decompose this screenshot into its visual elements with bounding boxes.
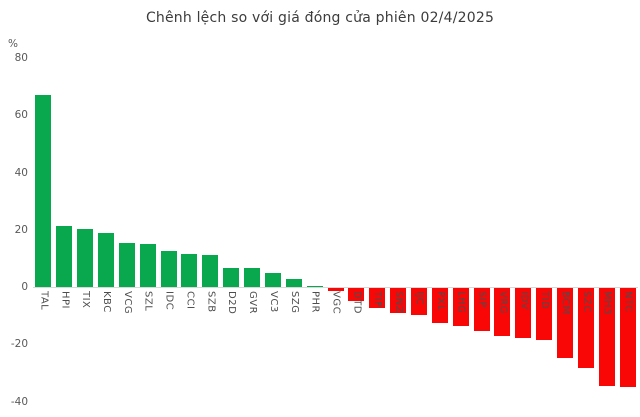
bar-NTC: [619, 288, 636, 388]
bar-SZL: [139, 244, 156, 287]
y-tick-label: -20: [10, 338, 28, 351]
y-tick-label: 20: [14, 223, 28, 236]
x-tick-label-IDV: IDV: [518, 291, 530, 310]
bar-TIX: [77, 229, 94, 287]
bar-SZC: [577, 288, 594, 368]
x-tick-label-SZB: SZB: [205, 291, 217, 313]
bar-VC3: [264, 273, 281, 287]
x-tick-label-LHG: LHG: [455, 291, 467, 314]
x-axis-line: [33, 287, 638, 288]
y-tick-label: 40: [14, 166, 28, 179]
x-tick-label-SZC: SZC: [580, 291, 592, 313]
x-tick-label-BCM: BCM: [559, 291, 571, 315]
x-tick-label-KBC: KBC: [101, 291, 113, 313]
bar-MH3: [598, 288, 615, 386]
bar-SZB: [202, 255, 219, 287]
x-tick-label-SNZ: SNZ: [393, 291, 405, 314]
x-tick-label-SZL: SZL: [142, 291, 154, 312]
x-tick-label-MH3: MH3: [601, 291, 613, 316]
y-tick-label: 0: [21, 281, 28, 293]
x-tick-label-HPI: HPI: [59, 291, 71, 309]
bar-LHG: [452, 288, 469, 327]
x-tick-label-TID: TID: [539, 291, 551, 310]
bar-PXL: [431, 288, 448, 323]
x-tick-label-TIX: TIX: [80, 291, 92, 309]
bar-VCG: [118, 243, 135, 287]
bar-SIP: [473, 288, 490, 331]
bar-IDC: [160, 250, 177, 287]
bar-TID: [536, 288, 553, 340]
x-tick-label-NTC: NTC: [622, 291, 634, 313]
bar-SZG: [285, 279, 302, 287]
bar-VGC: [327, 288, 344, 292]
bar-HPI: [56, 225, 73, 287]
x-tick-label-DTD: DTD: [351, 291, 363, 315]
bar-D2D: [223, 267, 240, 287]
bar-TIP: [369, 288, 386, 308]
x-tick-label-SIP: SIP: [476, 291, 488, 308]
x-tick-label-SZG: SZG: [288, 291, 300, 314]
bar-PHR: [306, 285, 323, 287]
x-tick-label-TIP: TIP: [372, 291, 384, 308]
x-tick-label-PHR: PHR: [309, 291, 321, 313]
x-tick-label-VRG: VRG: [497, 291, 509, 315]
chart-title: Chênh lệch so với giá đóng cửa phiên 02/…: [145, 10, 495, 26]
x-tick-label-IDC: IDC: [163, 291, 175, 311]
x-tick-label-CCI: CCI: [184, 291, 196, 310]
y-tick-label: -40: [10, 395, 28, 408]
bar-SNZ: [390, 288, 407, 313]
x-tick-label-IJC: IJC: [413, 291, 425, 306]
bar-IJC: [410, 288, 427, 315]
x-tick-label-GVR: GVR: [247, 291, 259, 315]
bar-BCM: [556, 288, 573, 359]
y-tick-label: 80: [14, 52, 28, 64]
x-tick-label-VCG: VCG: [121, 291, 133, 315]
x-tick-label-D2D: D2D: [226, 291, 238, 315]
bar-KBC: [98, 232, 115, 287]
bar-CCI: [181, 254, 198, 287]
x-tick-label-PXL: PXL: [434, 291, 446, 311]
bar-GVR: [244, 268, 261, 287]
y-axis-unit-label: %: [8, 38, 18, 50]
bar-IDV: [515, 288, 532, 339]
x-tick-label-TAL: TAL: [38, 291, 50, 311]
bar-VRG: [494, 288, 511, 336]
x-tick-label-VC3: VC3: [267, 291, 279, 313]
x-tick-label-VGC: VGC: [330, 291, 342, 315]
bar-DTD: [348, 288, 365, 302]
y-tick-label: 60: [14, 109, 28, 122]
bar-TAL: [35, 95, 52, 287]
